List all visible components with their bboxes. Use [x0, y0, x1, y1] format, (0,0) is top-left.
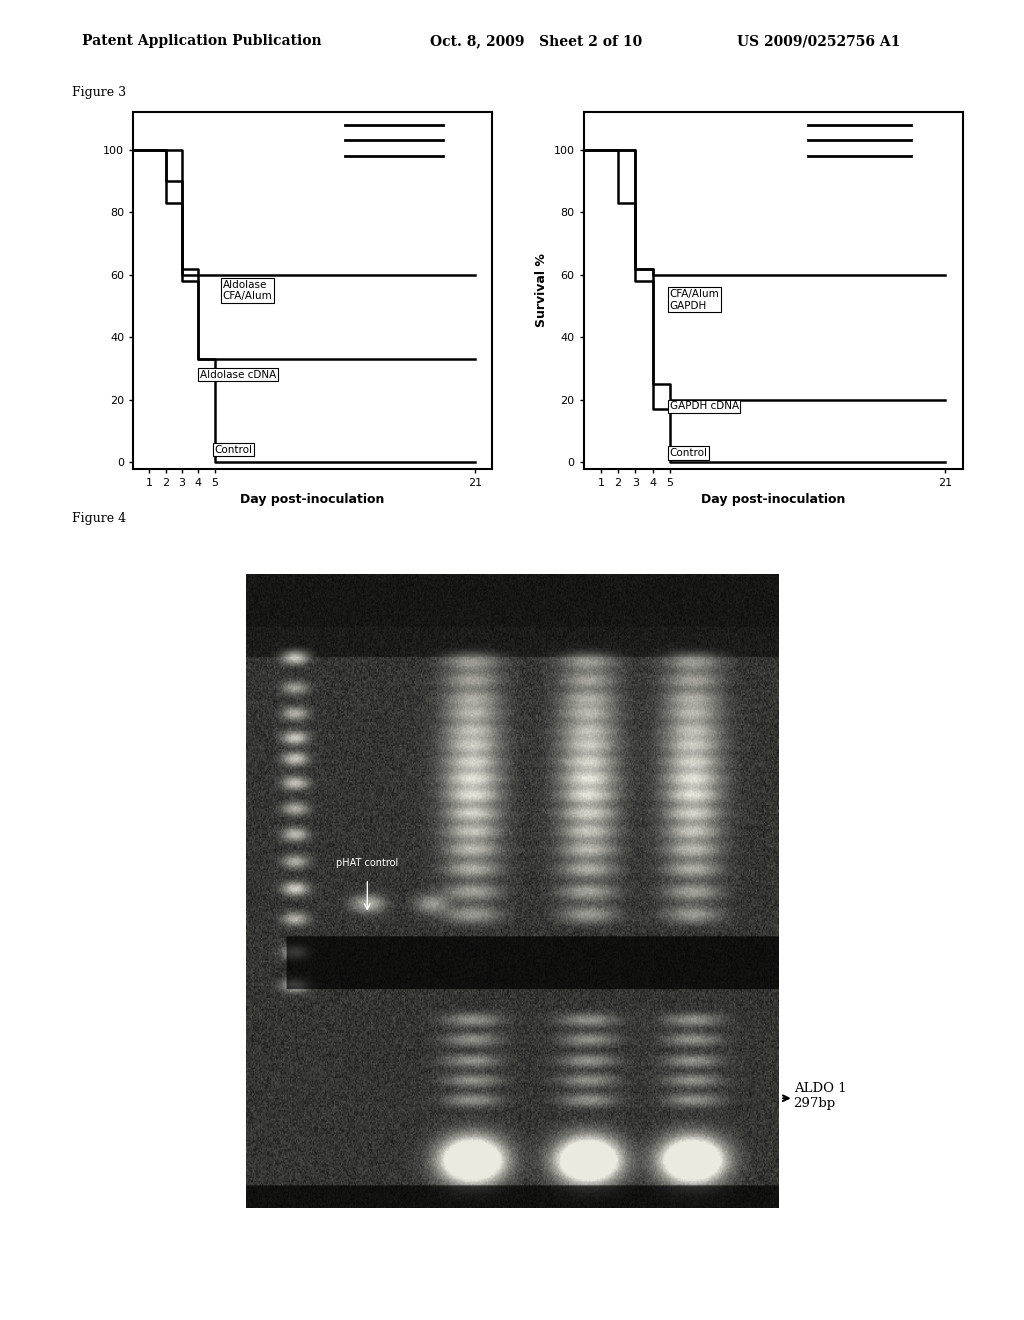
Text: Oct. 8, 2009   Sheet 2 of 10: Oct. 8, 2009 Sheet 2 of 10: [430, 34, 642, 49]
Text: US 2009/0252756 A1: US 2009/0252756 A1: [737, 34, 901, 49]
Y-axis label: Survival %: Survival %: [536, 253, 548, 327]
Text: pHAT control: pHAT control: [336, 858, 398, 869]
Text: GAPDH cDNA: GAPDH cDNA: [670, 401, 739, 411]
Text: Figure 4: Figure 4: [72, 512, 126, 525]
Text: CFA/Alum
GAPDH: CFA/Alum GAPDH: [670, 289, 720, 310]
Text: Patent Application Publication: Patent Application Publication: [82, 34, 322, 49]
Text: ALDO 1
297bp: ALDO 1 297bp: [794, 1081, 846, 1110]
Text: Aldolase
CFA/Alum: Aldolase CFA/Alum: [223, 280, 272, 301]
Text: Aldolase cDNA: Aldolase cDNA: [200, 370, 276, 380]
Text: Control: Control: [670, 447, 708, 458]
Text: Control: Control: [215, 445, 253, 455]
Text: Figure 3: Figure 3: [72, 86, 126, 99]
X-axis label: Day post-inoculation: Day post-inoculation: [241, 494, 384, 506]
X-axis label: Day post-inoculation: Day post-inoculation: [701, 494, 845, 506]
